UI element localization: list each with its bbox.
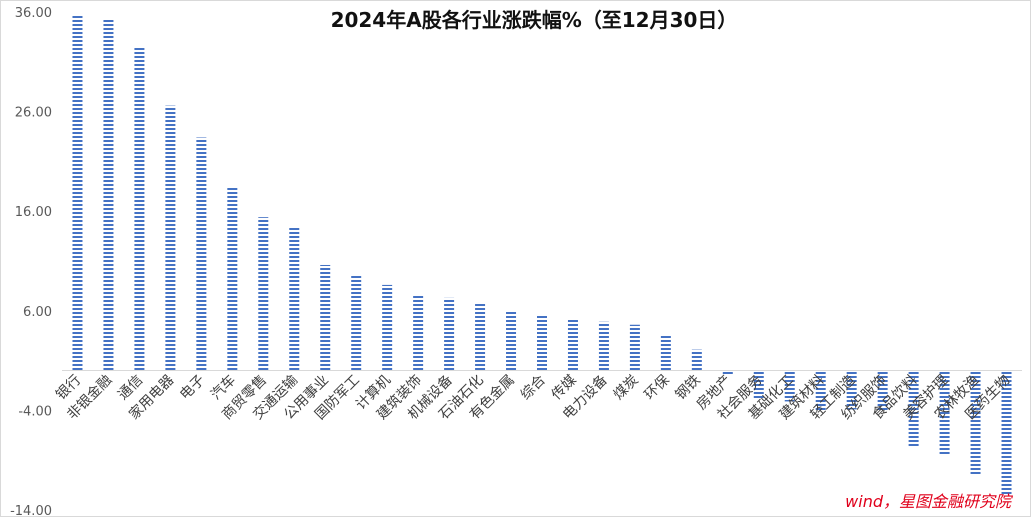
bar: [258, 217, 269, 371]
bar: [103, 18, 114, 371]
bar: [506, 310, 517, 371]
bar-series: [72, 13, 1012, 495]
bar: [72, 13, 83, 371]
x-tick-label: 环保: [642, 372, 673, 403]
bar: [629, 324, 640, 371]
bar: [722, 370, 733, 375]
bar: [567, 318, 578, 371]
chart-title: 2024年A股各行业涨跌幅%（至12月30日）: [331, 8, 738, 32]
bar: [908, 370, 919, 448]
bar: [939, 370, 950, 456]
bar: [877, 370, 888, 411]
bar: [970, 370, 981, 475]
bar: [846, 370, 857, 410]
y-tick-label: -4.00: [18, 404, 52, 419]
bar: [537, 314, 547, 371]
bar: [227, 187, 238, 371]
bar: [134, 47, 145, 371]
x-tick-label: 电子: [177, 372, 208, 403]
bar: [475, 302, 486, 371]
bar: [382, 284, 393, 371]
y-axis: 36.00 26.00 16.00 6.00 -4.00 -14.00: [10, 6, 1022, 517]
bar: [691, 349, 702, 371]
bar: [598, 321, 609, 371]
y-tick-label: -14.00: [10, 504, 52, 517]
bar: [753, 370, 764, 400]
y-tick-label: 26.00: [15, 106, 52, 121]
bar: [1001, 370, 1012, 495]
y-tick-label: 16.00: [15, 205, 52, 220]
y-tick-label: 36.00: [15, 6, 52, 21]
source-note: wind，星图金融研究院: [845, 492, 1014, 511]
bar: [351, 274, 362, 371]
bar: [815, 370, 826, 412]
x-tick-label: 综合: [518, 372, 549, 403]
bar: [444, 297, 455, 371]
bar: [784, 370, 795, 402]
bar: [289, 227, 300, 371]
x-tick-label: 煤炭: [611, 372, 642, 403]
y-tick-label: 6.00: [23, 305, 52, 320]
bar: [413, 294, 424, 371]
bar: [320, 264, 331, 371]
bar: [165, 105, 176, 371]
bar: [196, 137, 207, 371]
bar: [660, 334, 671, 371]
